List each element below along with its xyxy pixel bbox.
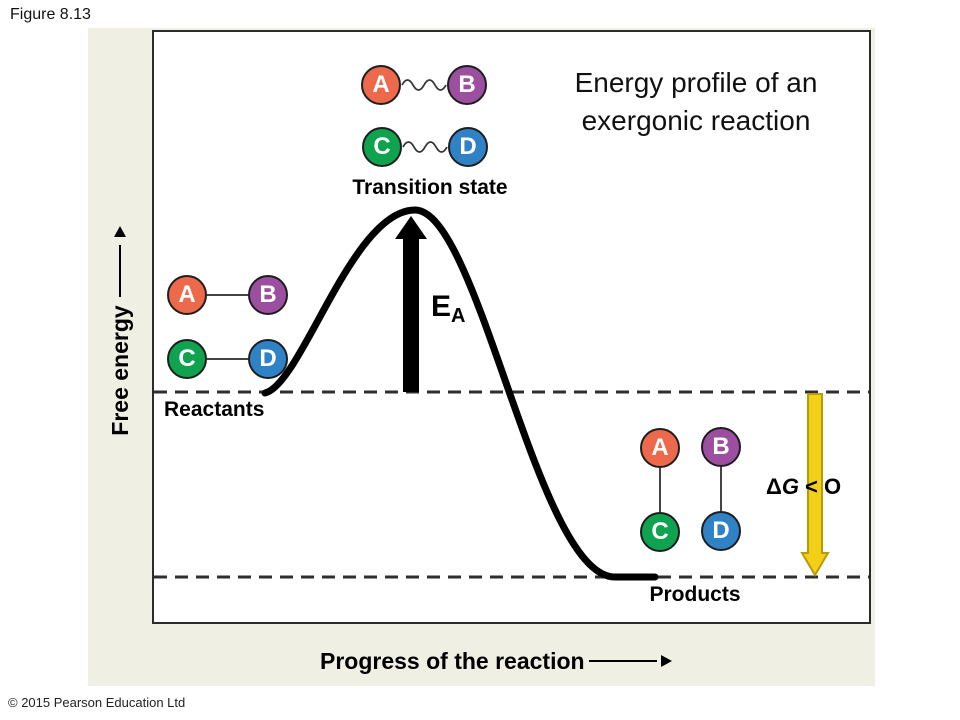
transition-state-pair-ab: A B [361, 65, 487, 105]
molecule-d: D [248, 339, 288, 379]
molecule-a: A [361, 65, 401, 105]
molecule-b: B [701, 427, 741, 467]
molecule-b: B [248, 275, 288, 315]
x-axis-label: Progress of the reaction [320, 647, 585, 674]
energy-curve [261, 206, 659, 581]
molecule-c: C [167, 339, 207, 379]
g-symbol: G [781, 474, 799, 499]
bond-icon [659, 468, 661, 512]
ea-symbol: E [431, 290, 452, 323]
molecule-d: D [701, 511, 741, 551]
ea-subscript: A [451, 305, 466, 327]
products-pair-ac: A C [640, 428, 680, 552]
reactants-pair-cd: C D [167, 339, 288, 379]
wavy-bond-icon [401, 79, 447, 91]
molecule-c: C [362, 127, 402, 167]
energy-diagram-canvas [154, 206, 869, 581]
energy-diagram-plot: Energy profile of an exergonic reaction … [152, 30, 871, 624]
right-arrowhead-icon [660, 655, 672, 667]
molecule-b: B [447, 65, 487, 105]
right-arrow-icon [588, 660, 657, 662]
reactants-label: Reactants [164, 398, 265, 421]
activation-energy-arrow [395, 216, 427, 392]
activation-energy-label: EA [431, 290, 465, 328]
delta-g-label: ΔG < O [766, 474, 841, 500]
molecule-d: D [448, 127, 488, 167]
products-pair-bd: B D [701, 427, 741, 551]
wavy-bond-icon [402, 141, 448, 153]
comparison-operator: < [798, 474, 825, 499]
transition-state-pair-cd: C D [362, 127, 488, 167]
figure-label: Figure 8.13 [10, 6, 91, 23]
copyright-text: © 2015 Pearson Education Ltd [8, 695, 186, 710]
diagram-title: Energy profile of an exergonic reaction [516, 64, 876, 140]
y-axis-label: Free energy [106, 305, 133, 436]
bond-icon [207, 294, 248, 296]
up-arrowhead-icon [114, 226, 126, 238]
molecule-c: C [640, 512, 680, 552]
up-arrow-icon [119, 245, 121, 298]
molecule-a: A [167, 275, 207, 315]
diagram-title-line2: exergonic reaction [581, 105, 811, 136]
delta-g-arrow [800, 393, 830, 577]
reactants-pair-ab: A B [167, 275, 288, 315]
bond-icon [720, 467, 722, 511]
y-axis-label-group: Free energy [106, 226, 134, 436]
products-label: Products [649, 583, 741, 606]
delta-g-value: O [824, 474, 842, 499]
delta-symbol: Δ [766, 474, 782, 499]
x-axis-label-group: Progress of the reaction [320, 646, 672, 676]
transition-state-label: Transition state [352, 176, 508, 199]
molecule-a: A [640, 428, 680, 468]
diagram-title-line1: Energy profile of an [574, 67, 818, 98]
bond-icon [207, 358, 248, 360]
